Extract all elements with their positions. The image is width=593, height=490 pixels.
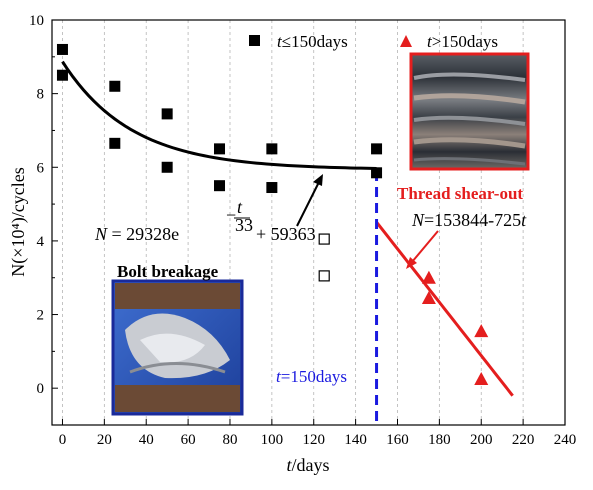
point-triangle: [474, 371, 489, 385]
exponential-fit-equation: N = 29328e − t 33 + 59363: [94, 197, 316, 244]
svg-text:33: 33: [235, 215, 253, 235]
exponential-fit-line: [61, 60, 377, 170]
axis-ticks: 0 20 40 60 80 100 120 140 160 180 200 220 240 0 2 4 6 8 10: [29, 13, 576, 448]
lin-eq-arrow: [406, 230, 439, 269]
linear-fit-equation: N=153844-725t: [411, 210, 527, 230]
x-tick-label: 140: [344, 432, 367, 448]
x-tick-label: 120: [302, 432, 325, 448]
x-tick-label: 80: [222, 432, 237, 448]
point-filled-square: [266, 182, 278, 194]
y-tick-label: 2: [37, 308, 45, 324]
point-open-square: [318, 233, 330, 245]
point-filled-square: [161, 161, 173, 173]
x-tick-label: 240: [554, 432, 577, 448]
linear-fit-line: [375, 221, 514, 397]
point-filled-square: [266, 143, 278, 155]
point-filled-square: [56, 43, 68, 55]
svg-text:N = 29328e: N = 29328e: [94, 224, 179, 244]
x-tick-label: 40: [139, 432, 154, 448]
point-triangle: [421, 290, 436, 304]
legend: t≤150days t>150days: [249, 32, 498, 51]
legend-marker-square: [249, 35, 260, 46]
x-tick-label: 20: [97, 432, 112, 448]
plot-frame: [51, 19, 566, 426]
svg-text:−: −: [226, 205, 236, 225]
y-axis-label: N(×10⁴)/cycles: [8, 167, 29, 276]
y-tick-label: 4: [37, 234, 45, 250]
x-tick-label: 100: [261, 432, 284, 448]
bolt-breakage-label: Bolt breakage: [117, 262, 219, 281]
data-points: [56, 43, 489, 385]
point-triangle: [474, 324, 489, 338]
point-triangle: [421, 270, 436, 284]
bolt-breakage-photo: [111, 279, 244, 416]
svg-text:+ 59363: + 59363: [256, 224, 316, 244]
thread-shear-label: Thread shear-out: [397, 184, 523, 203]
y-tick-label: 6: [37, 160, 45, 176]
y-tick-label: 10: [29, 13, 44, 29]
x-tick-label: 0: [59, 432, 67, 448]
fit-curves: [61, 60, 514, 397]
x-tick-label: 220: [512, 432, 535, 448]
point-filled-square: [371, 167, 383, 179]
legend-label-t-le-150: t≤150days: [277, 32, 348, 51]
point-filled-square: [214, 143, 226, 155]
x-tick-label: 200: [470, 432, 493, 448]
legend-label-t-gt-150: t>150days: [427, 32, 498, 51]
x-tick-label: 60: [181, 432, 196, 448]
legend-marker-triangle: [400, 35, 412, 47]
svg-text:N=153844-725t: N=153844-725t: [411, 210, 527, 230]
t150-label: t=150days: [276, 367, 347, 386]
x-axis-label: t/days: [286, 455, 329, 475]
point-filled-square: [56, 69, 68, 81]
x-tick-label: 160: [386, 432, 409, 448]
point-filled-square: [109, 80, 121, 92]
x-tick-label: 180: [428, 432, 451, 448]
point-filled-square: [371, 143, 383, 155]
thread-shear-photo: [409, 52, 530, 171]
point-open-square: [318, 270, 330, 282]
exp-eq-arrow: [296, 174, 323, 227]
y-tick-label: 0: [37, 381, 45, 397]
svg-text:t: t: [237, 197, 243, 217]
point-filled-square: [109, 137, 121, 149]
point-filled-square: [214, 180, 226, 192]
y-tick-label: 8: [37, 87, 45, 103]
point-filled-square: [161, 108, 173, 120]
